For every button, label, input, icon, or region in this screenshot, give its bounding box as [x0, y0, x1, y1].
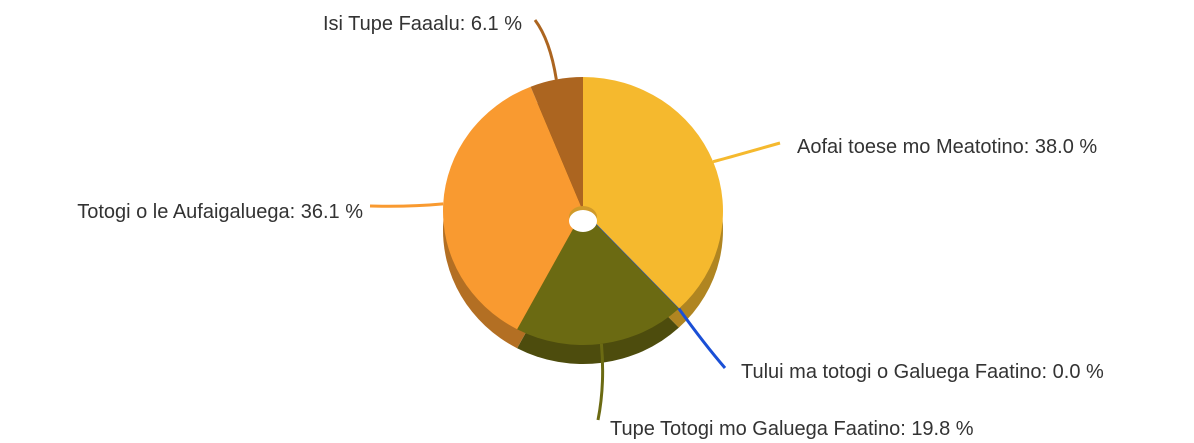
- separator: :: [900, 418, 911, 440]
- data-label: Aofai toese mo Meatotino: 38.0 %: [797, 136, 1097, 158]
- value-label: 36.1 %: [301, 201, 363, 223]
- slice: [517, 211, 679, 345]
- slice: [583, 77, 723, 309]
- leader-line: [712, 141, 781, 164]
- data-label: Tupe Totogi mo Galuega Faatino: 19.8 %: [610, 418, 974, 440]
- separator: :: [290, 201, 301, 223]
- leader-line: [596, 343, 605, 421]
- separator: :: [1042, 361, 1053, 383]
- leader-line: [677, 307, 727, 369]
- leader-line: [369, 202, 444, 208]
- separator: :: [460, 13, 471, 35]
- category-name: Tupe Totogi mo Galuega Faatino: [610, 418, 900, 440]
- slice: [530, 77, 583, 211]
- slice: [443, 86, 583, 330]
- category-name: Totogi o le Aufaigaluega: [77, 201, 290, 223]
- data-label: Totogi o le Aufaigaluega: 36.1 %: [77, 201, 363, 223]
- value-label: 6.1 %: [471, 13, 522, 35]
- value-label: 38.0 %: [1035, 136, 1097, 158]
- data-label: Tului ma totogi o Galuega Faatino: 0.0 %: [741, 361, 1104, 383]
- separator: :: [1024, 136, 1035, 158]
- category-name: Tului ma totogi o Galuega Faatino: [741, 361, 1042, 383]
- category-name: Isi Tupe Faaalu: [323, 13, 460, 35]
- category-name: Aofai toese mo Meatotino: [797, 136, 1024, 158]
- value-label: 19.8 %: [911, 418, 973, 440]
- data-label: Isi Tupe Faaalu: 6.1 %: [323, 13, 522, 35]
- leader-line: [533, 19, 558, 80]
- hole: [569, 210, 597, 232]
- value-label: 0.0 %: [1053, 361, 1104, 383]
